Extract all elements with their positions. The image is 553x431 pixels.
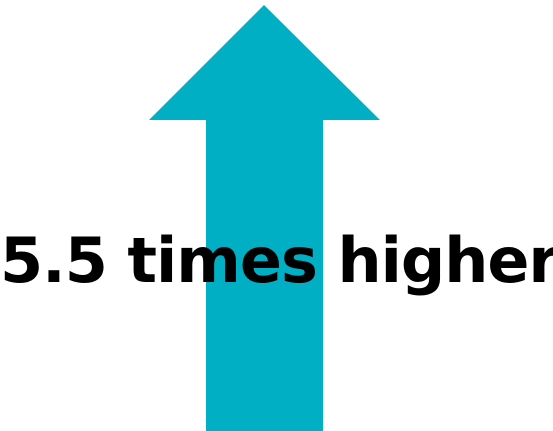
arrow-shape: [149, 5, 380, 431]
caption-text: 5.5 times higher: [0, 224, 553, 297]
